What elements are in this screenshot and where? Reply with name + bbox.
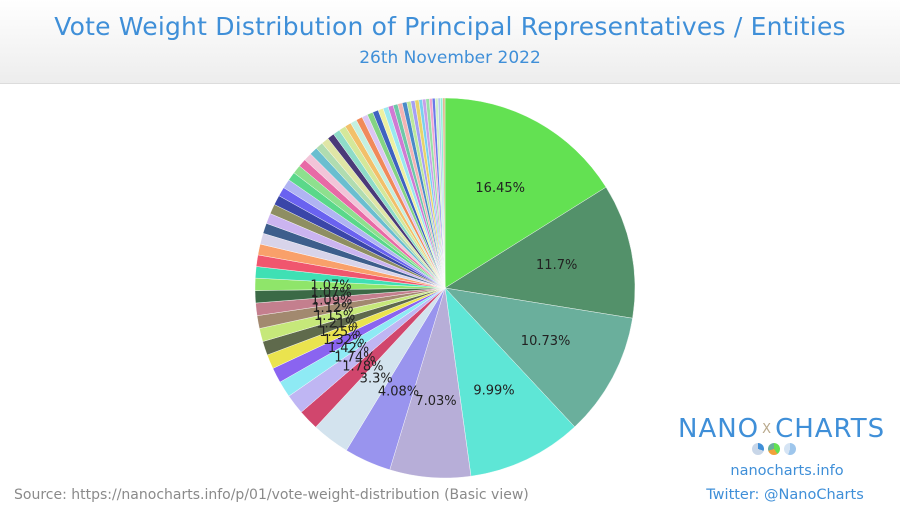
logo-pie-icon-2 (768, 443, 780, 455)
pie-labels: 16.45% 11.7% 10.73% 9.99% 7.03%4.08%3.3%1.78… (310, 181, 577, 409)
slice-label: 1.42% (328, 341, 369, 356)
slice-label: 10.73% (521, 334, 571, 349)
slice-label: 9.99% (473, 383, 514, 398)
header: Vote Weight Distribution of Principal Re… (0, 0, 900, 84)
slice-label: 1.12% (312, 301, 353, 316)
logo-text-charts: CHARTS (775, 414, 886, 444)
pie-slices (254, 97, 636, 479)
slice-label: 1.25% (319, 325, 360, 340)
logo-text-nano: NANO (678, 414, 760, 444)
website-link[interactable]: nanocharts.info (730, 463, 844, 479)
twitter-handle[interactable]: Twitter: @NanoCharts (706, 487, 864, 503)
slice-label: 1.07% (310, 278, 351, 293)
slice-label: 1.74% (334, 350, 375, 365)
chart-subtitle: 26th November 2022 (359, 48, 541, 68)
pie-slice[interactable] (444, 186, 636, 319)
slice-label: 1.21% (316, 317, 357, 332)
slice-label: 4.08% (378, 385, 419, 400)
slice-label: 11.7% (536, 258, 577, 273)
source-note: Source: https://nanocharts.info/p/01/vot… (14, 487, 529, 503)
logo-pie-icons (752, 440, 800, 459)
logo-x: X (762, 422, 773, 437)
pie-slice[interactable] (444, 287, 633, 428)
pie-slice[interactable] (444, 287, 575, 477)
slice-label: 1.07% (310, 286, 351, 301)
slice-label: 7.03% (415, 394, 456, 409)
slice-label: 1.32% (323, 333, 364, 348)
logo-pie-icon-3 (784, 443, 796, 455)
slice-label: 1.15% (314, 309, 355, 324)
pie-slice[interactable] (442, 97, 446, 289)
slice-label: 1.78% (342, 360, 383, 375)
chart-title: Vote Weight Distribution of Principal Re… (54, 12, 846, 41)
nanocharts-logo: NANO X CHARTS (678, 414, 888, 444)
slice-label: 3.3% (360, 371, 393, 386)
slice-label: 1.09% (311, 293, 352, 308)
pie-slice[interactable] (444, 97, 607, 289)
slice-label: 16.45% (475, 181, 525, 196)
logo-pie-icon-1 (752, 443, 764, 455)
